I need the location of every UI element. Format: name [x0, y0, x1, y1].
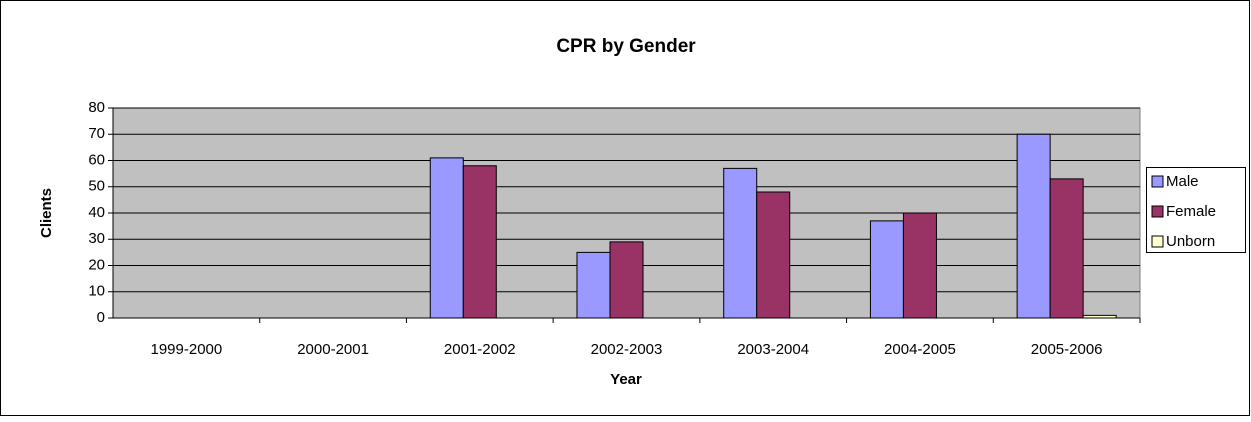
y-tick-label: 40 — [88, 204, 105, 221]
x-tick-label: 2003-2004 — [737, 341, 809, 358]
bar — [429, 157, 464, 319]
legend-swatch — [1151, 205, 1164, 218]
x-tick-label: 2005-2006 — [1031, 341, 1103, 358]
bar — [1082, 314, 1117, 319]
bar — [756, 191, 791, 319]
y-tick-label: 20 — [88, 256, 105, 273]
y-tick-label: 60 — [88, 151, 105, 168]
y-tick-label: 80 — [88, 99, 105, 116]
bar — [576, 251, 611, 319]
x-axis-label: Year — [610, 371, 642, 388]
y-tick-label: 10 — [88, 283, 105, 300]
x-tick-label: 2002-2003 — [591, 341, 663, 358]
legend-label: Female — [1166, 203, 1216, 220]
legend-swatch — [1151, 235, 1164, 248]
chart-title: CPR by Gender — [556, 36, 696, 57]
y-tick-label: 50 — [88, 178, 105, 195]
y-tick-label: 30 — [88, 230, 105, 247]
legend-label: Unborn — [1166, 233, 1215, 250]
bar — [723, 167, 758, 319]
y-tick-label: 70 — [88, 125, 105, 142]
bar — [869, 220, 904, 319]
x-tick-label: 1999-2000 — [150, 341, 222, 358]
legend-label: Male — [1166, 173, 1199, 190]
y-tick-label: 0 — [97, 309, 105, 326]
x-tick-label: 2004-2005 — [884, 341, 956, 358]
bar — [609, 241, 644, 319]
bar — [1049, 178, 1084, 319]
x-tick-label: 2001-2002 — [444, 341, 516, 358]
y-axis-label: Clients — [38, 188, 55, 238]
bar — [1016, 133, 1051, 319]
bar — [902, 212, 937, 319]
x-tick-label: 2000-2001 — [297, 341, 369, 358]
bar — [462, 165, 497, 319]
legend-swatch — [1151, 175, 1164, 188]
